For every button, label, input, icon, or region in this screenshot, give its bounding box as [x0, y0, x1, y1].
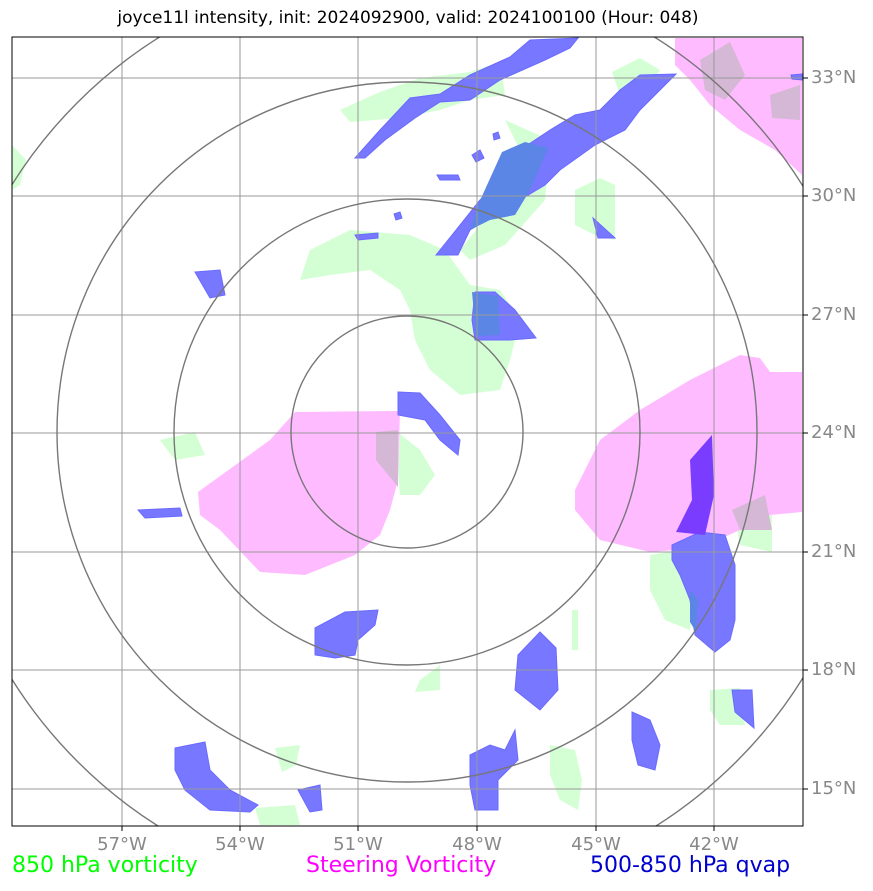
- lat-label: 33°N: [811, 67, 857, 88]
- gridlines: [12, 37, 803, 826]
- lat-label: 30°N: [811, 185, 857, 206]
- lat-label: 18°N: [811, 659, 857, 680]
- lon-label: 42°W: [689, 834, 739, 855]
- lat-label: 15°N: [811, 778, 857, 799]
- legend-steering-vorticity: Steering Vorticity: [306, 853, 497, 878]
- qvap-over-steering: [676, 435, 714, 535]
- lon-label: 54°W: [215, 834, 265, 855]
- legend-vorticity-850: 850 hPa vorticity: [12, 853, 198, 878]
- lat-label: 21°N: [811, 541, 857, 562]
- steering-overlap: [376, 42, 800, 530]
- lon-label: 48°W: [452, 834, 502, 855]
- lon-label: 45°W: [571, 834, 621, 855]
- tick-marks: [121, 77, 808, 831]
- lon-label: 57°W: [97, 834, 147, 855]
- legend-qvap: 500-850 hPa qvap: [590, 853, 791, 878]
- lat-label: 24°N: [811, 422, 857, 443]
- lon-label: 51°W: [333, 834, 383, 855]
- qvap-over-vorticity: [470, 142, 698, 632]
- map-frame: [11, 36, 804, 827]
- map-title: joyce11l intensity, init: 2024092900, va…: [117, 8, 699, 28]
- lat-label: 27°N: [811, 304, 857, 325]
